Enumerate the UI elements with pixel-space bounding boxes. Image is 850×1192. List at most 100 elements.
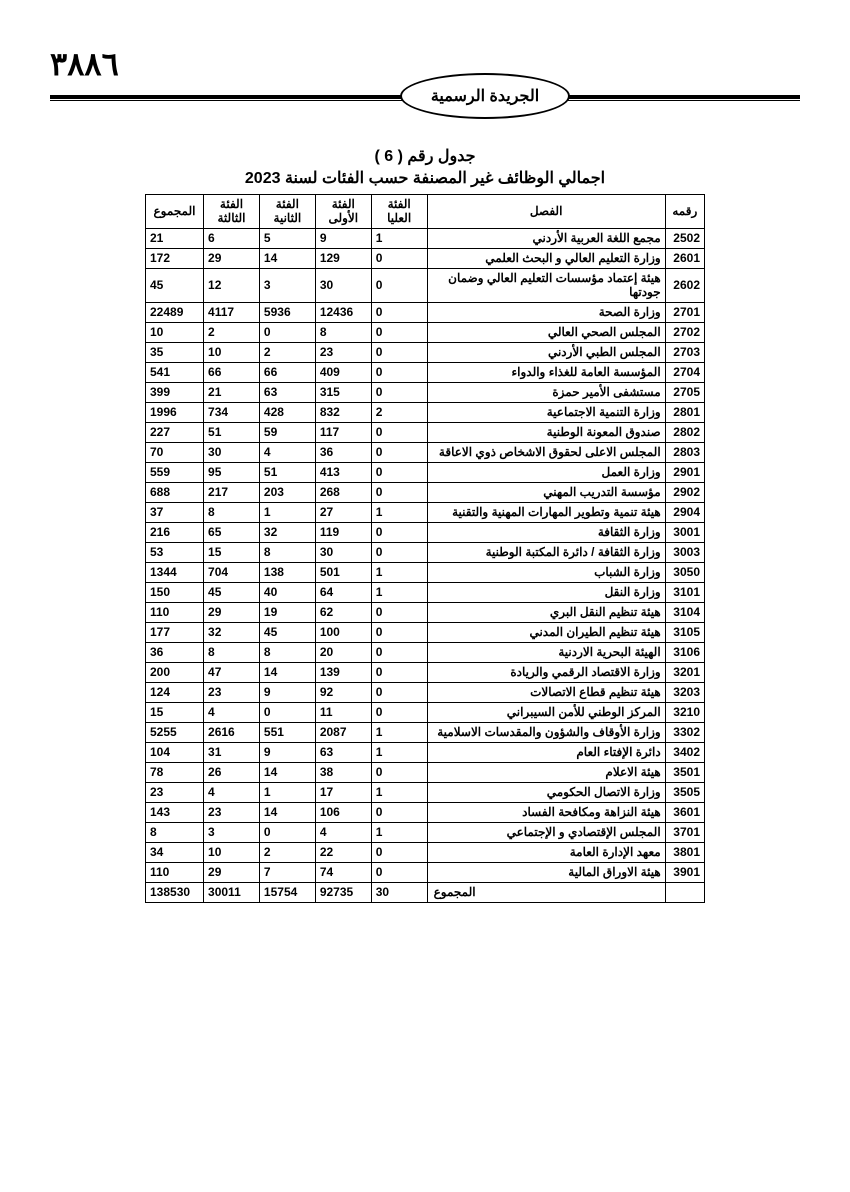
cell-chapter: هيئة الاوراق المالية — [427, 862, 665, 882]
cell-second: 1 — [259, 502, 315, 522]
cell-third: 23 — [204, 802, 260, 822]
cell-top: 0 — [371, 702, 427, 722]
cell-second: 0 — [259, 702, 315, 722]
col-code: رقمه — [665, 195, 704, 229]
cell-code: 3203 — [665, 682, 704, 702]
cell-first: 23 — [315, 342, 371, 362]
cell-first: 64 — [315, 582, 371, 602]
cell-chapter: هيئة تنظيم الطيران المدني — [427, 622, 665, 642]
table-titles: جدول رقم ( 6 ) اجمالي الوظائف غير المصنف… — [50, 146, 800, 188]
cell-chapter: المجلس الإقتصادي و الإجتماعي — [427, 822, 665, 842]
table-row: 3106الهيئة البحرية الاردنية0208836 — [146, 642, 705, 662]
cell-chapter: معهد الإدارة العامة — [427, 842, 665, 862]
cell-top: 1 — [371, 562, 427, 582]
table-row: 3901هيئة الاوراق المالية074729110 — [146, 862, 705, 882]
cell-chapter: هيئة تنظيم النقل البري — [427, 602, 665, 622]
cell-chapter: وزارة النقل — [427, 582, 665, 602]
cell-total: 688 — [146, 482, 204, 502]
cell-second: 14 — [259, 248, 315, 268]
cell-code: 3501 — [665, 762, 704, 782]
cell-total: 35 — [146, 342, 204, 362]
col-top-cat: الفئة العليا — [371, 195, 427, 229]
cell-third: 51 — [204, 422, 260, 442]
cell-third: 4 — [204, 702, 260, 722]
cell-chapter: وزارة الاتصال الحكومي — [427, 782, 665, 802]
cell-code: 3001 — [665, 522, 704, 542]
cell-first: 36 — [315, 442, 371, 462]
cell-second: 8 — [259, 542, 315, 562]
cell-code — [665, 882, 704, 902]
cell-third: 23 — [204, 682, 260, 702]
cell-top: 0 — [371, 602, 427, 622]
cell-chapter: المؤسسة العامة للغذاء والدواء — [427, 362, 665, 382]
cell-chapter: وزارة العمل — [427, 462, 665, 482]
cell-second: 5936 — [259, 302, 315, 322]
cell-third: 217 — [204, 482, 260, 502]
cell-top: 1 — [371, 782, 427, 802]
cell-top: 0 — [371, 248, 427, 268]
cell-total: 177 — [146, 622, 204, 642]
cell-code: 2803 — [665, 442, 704, 462]
cell-second: 1 — [259, 782, 315, 802]
cell-top: 0 — [371, 522, 427, 542]
cell-code: 2802 — [665, 422, 704, 442]
cell-top: 0 — [371, 862, 427, 882]
cell-second: 2 — [259, 342, 315, 362]
cell-total: 143 — [146, 802, 204, 822]
cell-first: 139 — [315, 662, 371, 682]
cell-code: 3302 — [665, 722, 704, 742]
cell-first: 92735 — [315, 882, 371, 902]
header-rule: الجريدة الرسمية — [50, 95, 800, 101]
cell-third: 26 — [204, 762, 260, 782]
cell-first: 832 — [315, 402, 371, 422]
cell-third: 3 — [204, 822, 260, 842]
cell-third: 704 — [204, 562, 260, 582]
cell-chapter: صندوق المعونة الوطنية — [427, 422, 665, 442]
table-row: 2904هيئة تنمية وتطوير المهارات المهنية و… — [146, 502, 705, 522]
cell-third: 31 — [204, 742, 260, 762]
cell-total: 36 — [146, 642, 204, 662]
cell-total: 53 — [146, 542, 204, 562]
cell-chapter: هيئة النزاهة ومكافحة الفساد — [427, 802, 665, 822]
cell-first: 119 — [315, 522, 371, 542]
cell-code: 3106 — [665, 642, 704, 662]
cell-total: 21 — [146, 228, 204, 248]
cell-code: 2701 — [665, 302, 704, 322]
table-row: 3701المجلس الإقتصادي و الإجتماعي14038 — [146, 822, 705, 842]
cell-second: 59 — [259, 422, 315, 442]
cell-chapter: هيئة الاعلام — [427, 762, 665, 782]
cell-top: 0 — [371, 268, 427, 302]
table-row: 3104هيئة تنظيم النقل البري0621929110 — [146, 602, 705, 622]
table-number: جدول رقم ( 6 ) — [50, 146, 800, 166]
cell-total: 70 — [146, 442, 204, 462]
cell-code: 2702 — [665, 322, 704, 342]
cell-first: 11 — [315, 702, 371, 722]
cell-second: 3 — [259, 268, 315, 302]
cell-third: 65 — [204, 522, 260, 542]
cell-first: 12436 — [315, 302, 371, 322]
cell-second: 63 — [259, 382, 315, 402]
cell-total: 200 — [146, 662, 204, 682]
cell-code: 3701 — [665, 822, 704, 842]
cell-third: 4117 — [204, 302, 260, 322]
cell-top: 0 — [371, 462, 427, 482]
cell-code: 2904 — [665, 502, 704, 522]
cell-code: 3105 — [665, 622, 704, 642]
cell-top: 0 — [371, 422, 427, 442]
table-row: 2705مستشفى الأمير حمزة03156321399 — [146, 382, 705, 402]
cell-chapter: هيئة إعتماد مؤسسات التعليم العالي وضمان … — [427, 268, 665, 302]
cell-code: 3104 — [665, 602, 704, 622]
cell-top: 1 — [371, 742, 427, 762]
cell-code: 3201 — [665, 662, 704, 682]
cell-total: 541 — [146, 362, 204, 382]
cell-first: 413 — [315, 462, 371, 482]
cell-top: 0 — [371, 362, 427, 382]
cell-third: 12 — [204, 268, 260, 302]
cell-total: 124 — [146, 682, 204, 702]
cell-first: 9 — [315, 228, 371, 248]
cell-top: 0 — [371, 842, 427, 862]
table-row: 2801وزارة التنمية الاجتماعية283242873419… — [146, 402, 705, 422]
cell-top: 1 — [371, 502, 427, 522]
cell-third: 10 — [204, 342, 260, 362]
cell-first: 117 — [315, 422, 371, 442]
